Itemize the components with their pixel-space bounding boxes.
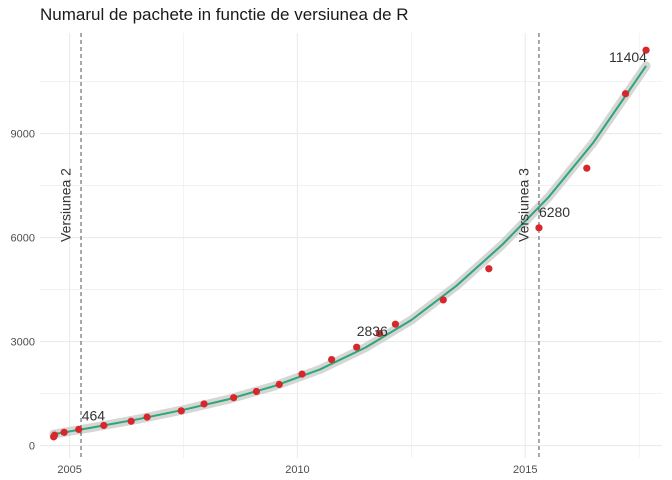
chart-title: Numarul de pachete in functie de versiun…: [40, 5, 409, 24]
data-point: [375, 329, 384, 338]
x-tick-label: 2005: [57, 464, 81, 476]
data-point: [298, 370, 306, 378]
data-point: [621, 90, 630, 98]
data-point: [127, 417, 135, 425]
y-tick-label: 3000: [11, 337, 35, 349]
data-point: [60, 428, 68, 436]
data-point: [100, 421, 108, 430]
data-point: [535, 224, 543, 232]
point-value-label: 11404: [609, 49, 647, 65]
data-point: [50, 431, 59, 439]
point-labels-layer: 464 2836 6280 11404: [82, 49, 647, 423]
data-point: [177, 407, 185, 415]
confidence-band: [49, 61, 651, 439]
data-point: [230, 394, 238, 402]
points-layer: [50, 46, 650, 441]
version-line-label: Versiunea 2: [58, 168, 74, 242]
y-tick-label: 6000: [11, 233, 35, 245]
data-point: [642, 46, 650, 54]
x-tick-label: 2015: [513, 464, 537, 476]
point-value-label: 6280: [539, 204, 570, 220]
version-line-label: Versiunea 3: [516, 168, 532, 242]
x-tick-label: 2010: [285, 464, 309, 476]
axis-labels-layer: 0 3000 6000 9000 2005 2010 2015: [11, 129, 538, 476]
grid-layer: [40, 33, 662, 458]
point-value-label: 2836: [357, 323, 388, 339]
y-tick-label: 9000: [11, 129, 35, 141]
data-point: [391, 320, 400, 328]
data-point: [200, 400, 208, 408]
trend-line-layer: [53, 65, 647, 436]
y-tick-label: 0: [29, 441, 35, 453]
data-point: [275, 380, 283, 389]
data-point: [252, 387, 261, 396]
confidence-band-layer: [49, 61, 651, 439]
data-point: [485, 265, 493, 273]
data-point: [439, 296, 447, 304]
trend-line: [53, 65, 647, 436]
data-point: [75, 425, 83, 434]
data-point: [328, 355, 336, 364]
data-point: [353, 343, 361, 351]
version-lines-layer: Versiunea 2 Versiunea 3: [58, 33, 540, 458]
point-value-label: 464: [82, 407, 106, 423]
data-point: [583, 164, 591, 172]
data-point: [143, 413, 151, 421]
